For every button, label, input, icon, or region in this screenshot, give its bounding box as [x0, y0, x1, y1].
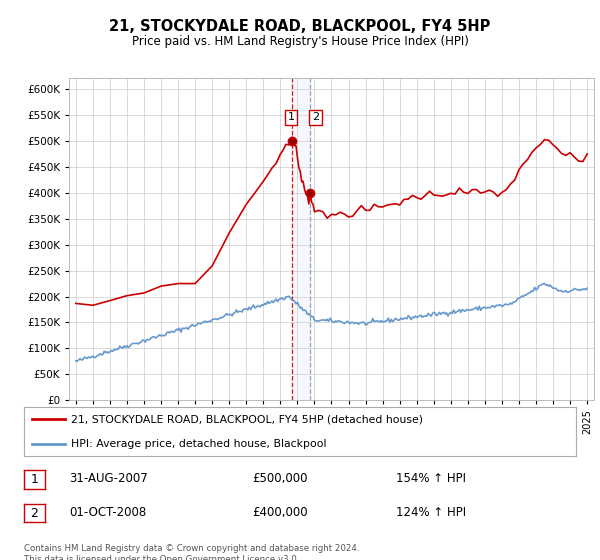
Text: 1: 1	[287, 113, 295, 122]
Text: 31-AUG-2007: 31-AUG-2007	[69, 472, 148, 486]
Text: 2: 2	[312, 113, 319, 122]
Text: 21, STOCKYDALE ROAD, BLACKPOOL, FY4 5HP: 21, STOCKYDALE ROAD, BLACKPOOL, FY4 5HP	[109, 19, 491, 34]
Text: 154% ↑ HPI: 154% ↑ HPI	[396, 472, 466, 486]
Text: Price paid vs. HM Land Registry's House Price Index (HPI): Price paid vs. HM Land Registry's House …	[131, 35, 469, 49]
Text: 01-OCT-2008: 01-OCT-2008	[69, 506, 146, 519]
Text: 2: 2	[31, 507, 38, 520]
Text: £400,000: £400,000	[252, 506, 308, 519]
Text: HPI: Average price, detached house, Blackpool: HPI: Average price, detached house, Blac…	[71, 439, 326, 449]
Text: 124% ↑ HPI: 124% ↑ HPI	[396, 506, 466, 519]
Text: £500,000: £500,000	[252, 472, 308, 486]
Text: 21, STOCKYDALE ROAD, BLACKPOOL, FY4 5HP (detached house): 21, STOCKYDALE ROAD, BLACKPOOL, FY4 5HP …	[71, 414, 423, 424]
Text: 1: 1	[31, 473, 38, 486]
Text: Contains HM Land Registry data © Crown copyright and database right 2024.
This d: Contains HM Land Registry data © Crown c…	[24, 544, 359, 560]
Bar	[292, 78, 310, 400]
